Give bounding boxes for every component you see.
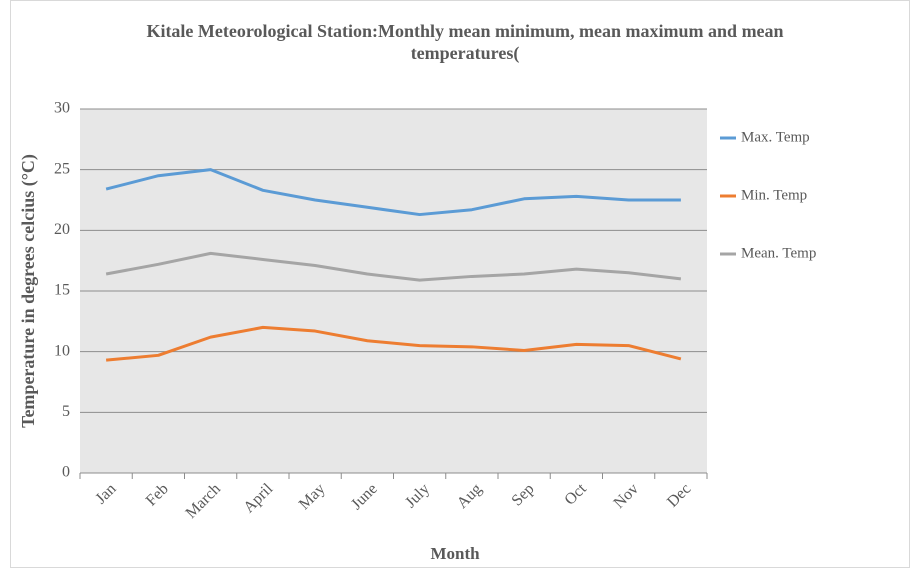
- y-tick-label: 5: [62, 403, 70, 420]
- x-tick-label: Sep: [509, 480, 538, 509]
- y-tick-label: 0: [62, 464, 70, 481]
- chart-border: [10, 0, 910, 568]
- x-tick-label: March: [182, 480, 224, 522]
- y-axis-label: Temperature in degrees celcius (°C): [18, 154, 39, 428]
- x-tick-label: Nov: [611, 480, 643, 512]
- series-line: [105, 251, 682, 282]
- x-tick-label: May: [296, 480, 329, 513]
- x-tick-label: Oct: [561, 480, 590, 509]
- x-tick-label: June: [348, 480, 381, 513]
- series-line: [105, 325, 682, 362]
- x-tick-label: Feb: [143, 480, 172, 509]
- y-tick-label: 10: [54, 342, 70, 359]
- y-tick-label: 15: [54, 282, 70, 299]
- legend-label: Max. Temp: [741, 129, 810, 145]
- x-tick-label: Jan: [92, 480, 119, 507]
- legend-label: Min. Temp: [741, 187, 807, 203]
- x-tick-label: April: [240, 480, 276, 516]
- x-tick-label: Dec: [664, 480, 694, 510]
- chart-title: Kitale Meteorological Station:Monthly me…: [146, 21, 784, 63]
- legend-label: Mean. Temp: [741, 245, 816, 261]
- x-tick-label: July: [402, 480, 433, 511]
- y-tick-label: 30: [54, 100, 70, 117]
- y-tick-label: 25: [54, 160, 70, 177]
- y-tick-label: 20: [54, 221, 70, 238]
- series-line: [105, 168, 681, 217]
- x-axis-label: Month: [430, 544, 480, 563]
- x-tick-label: Aug: [454, 480, 486, 512]
